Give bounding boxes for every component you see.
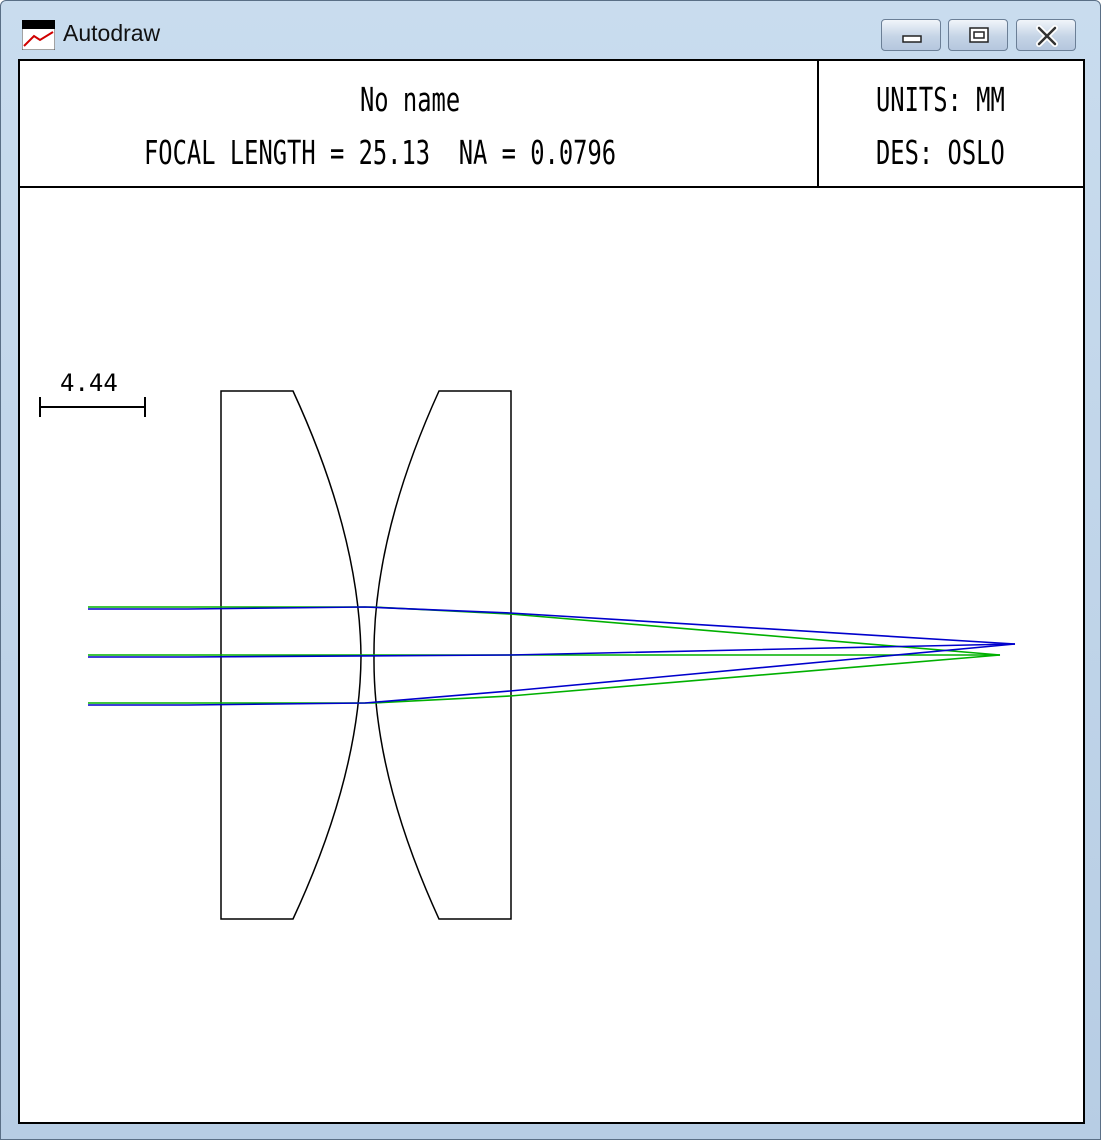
scale-bar-label: 4.44: [60, 369, 118, 397]
restore-button[interactable]: [948, 19, 1008, 51]
focal-length-label: FOCAL LENGTH = 25.13 NA = 0.0796: [144, 133, 617, 172]
lens-element-1: [220, 390, 362, 920]
lens-element-2: [373, 390, 512, 920]
ray-green-bottom: [88, 654, 1001, 704]
drawing-area[interactable]: No name FOCAL LENGTH = 25.13 NA = 0.0796…: [18, 59, 1085, 1124]
title-bar[interactable]: Autodraw: [1, 1, 1100, 61]
ray-blue-top: [88, 606, 1016, 645]
close-button[interactable]: [1016, 19, 1076, 51]
minimize-icon: [902, 35, 922, 43]
units-label: UNITS: MM: [876, 80, 1005, 119]
scale-bar: 4.44: [39, 369, 146, 417]
ray-bundle-blue: [88, 606, 1016, 706]
restore-icon: [969, 27, 989, 43]
header-divider-vertical: [817, 61, 819, 186]
ray-blue-bottom: [88, 643, 1016, 706]
autodraw-icon: [22, 20, 55, 50]
design-name-label: No name: [360, 80, 461, 119]
lens-drawing: 4.44: [39, 369, 1016, 920]
designer-label: DES: OSLO: [876, 133, 1005, 172]
close-icon: [1036, 25, 1058, 47]
window-title: Autodraw: [63, 20, 161, 46]
minimize-button[interactable]: [881, 19, 941, 51]
ray-blue-middle: [88, 643, 1016, 658]
header-divider-horizontal: [20, 186, 1083, 188]
